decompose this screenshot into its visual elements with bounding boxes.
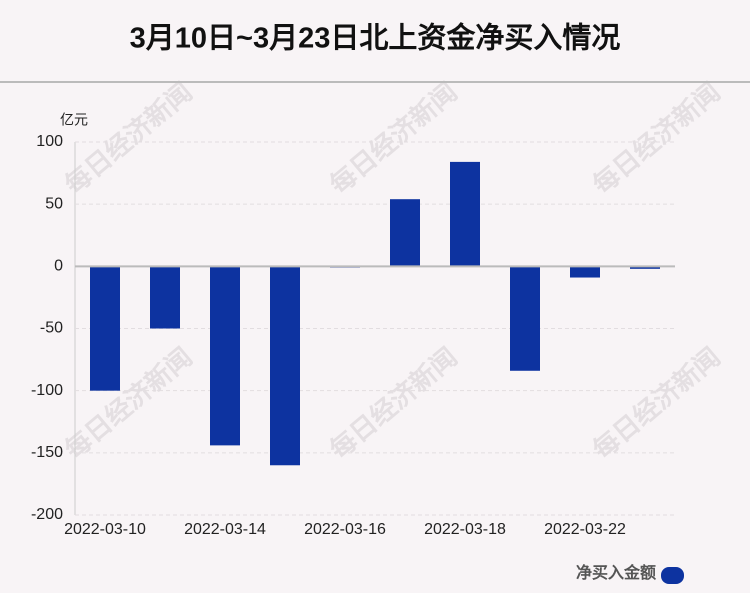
legend-label: 净买入金额 (576, 563, 656, 582)
y-tick-label: -150 (31, 444, 63, 461)
bar (150, 266, 180, 329)
y-tick-label: 100 (36, 133, 63, 150)
bar (390, 199, 420, 267)
x-tick-label: 2022-03-10 (64, 521, 146, 538)
bar (630, 266, 660, 269)
x-tick-label: 2022-03-18 (424, 521, 506, 538)
x-tick-label: 2022-03-22 (544, 521, 626, 538)
bar (270, 266, 300, 466)
bar (210, 266, 240, 446)
x-tick-label: 2022-03-16 (304, 521, 386, 538)
bar (570, 266, 600, 278)
y-unit: 亿元 (60, 112, 88, 128)
bar (450, 161, 480, 267)
legend-swatch (661, 567, 684, 584)
chart-title: 3月10日~3月23日北上资金净买入情况 (130, 21, 621, 55)
y-tick-label: 0 (54, 258, 63, 275)
y-tick-label: -100 (31, 382, 63, 399)
y-tick-label: -50 (40, 320, 63, 337)
y-tick-label: 50 (45, 195, 63, 212)
y-tick-label: -200 (31, 506, 63, 523)
x-tick-label: 2022-03-14 (184, 521, 266, 538)
bar (510, 266, 540, 371)
bar (90, 266, 120, 391)
